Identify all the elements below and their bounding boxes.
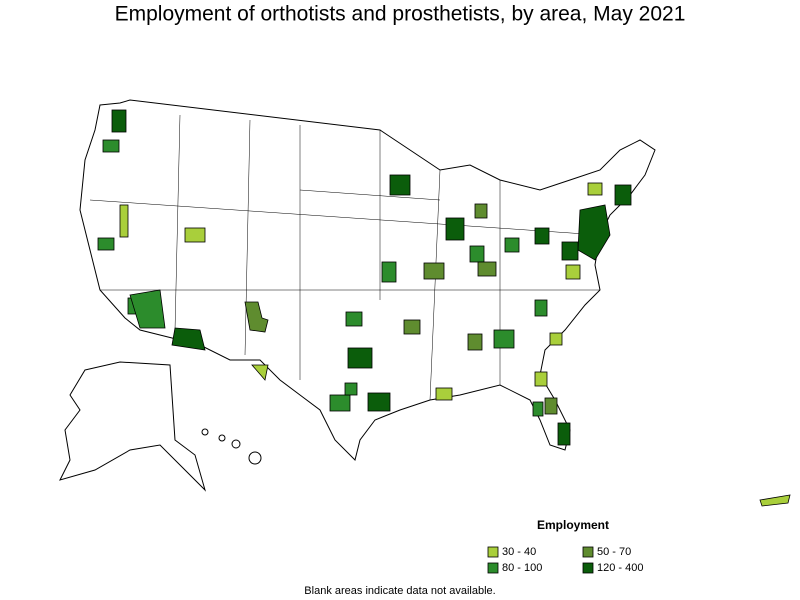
employment-areas (97, 109, 791, 507)
area (251, 364, 269, 381)
area (467, 333, 483, 351)
area (129, 289, 166, 329)
state-borders (89, 114, 601, 401)
area (565, 264, 581, 280)
legend-swatch (582, 546, 594, 558)
area (493, 329, 515, 349)
footnote: Blank areas indicate data not available. (304, 585, 495, 597)
area (403, 319, 421, 335)
area (544, 397, 558, 415)
legend-label: 80 - 100 (502, 562, 542, 574)
hawaii-outline (201, 428, 262, 465)
area (534, 227, 550, 245)
area (577, 204, 611, 261)
area (97, 237, 115, 251)
area (111, 109, 127, 133)
area (587, 182, 603, 196)
area (469, 245, 485, 263)
area (381, 261, 397, 283)
area (445, 217, 465, 241)
area (474, 203, 488, 219)
area (345, 311, 363, 327)
area (759, 494, 791, 507)
legend-label: 30 - 40 (502, 546, 536, 558)
area (119, 204, 129, 238)
area (344, 382, 358, 396)
alaska-outline (59, 361, 207, 492)
area (532, 401, 544, 417)
legend-label: 120 - 400 (597, 562, 643, 574)
legend-label: 50 - 70 (597, 546, 631, 558)
area (504, 237, 520, 253)
area (534, 299, 548, 317)
area (561, 241, 579, 261)
area (557, 422, 571, 446)
area (389, 174, 411, 196)
legend: 30 - 40 50 - 70 80 - 100 120 - 400 (487, 546, 643, 574)
area (423, 262, 445, 280)
area (549, 332, 563, 346)
legend-swatch (487, 562, 499, 574)
legend-swatch (487, 546, 499, 558)
legend-title: Employment (537, 518, 609, 532)
area (435, 387, 453, 401)
area (102, 139, 120, 153)
area (614, 184, 632, 206)
area (347, 347, 373, 369)
area (477, 261, 497, 277)
area (171, 327, 206, 351)
area (244, 301, 269, 333)
area (534, 371, 548, 387)
area (367, 392, 391, 412)
map-title: Employment of orthotists and prosthetist… (115, 3, 686, 26)
area (184, 227, 206, 243)
legend-swatch (582, 562, 594, 574)
area (329, 394, 351, 412)
